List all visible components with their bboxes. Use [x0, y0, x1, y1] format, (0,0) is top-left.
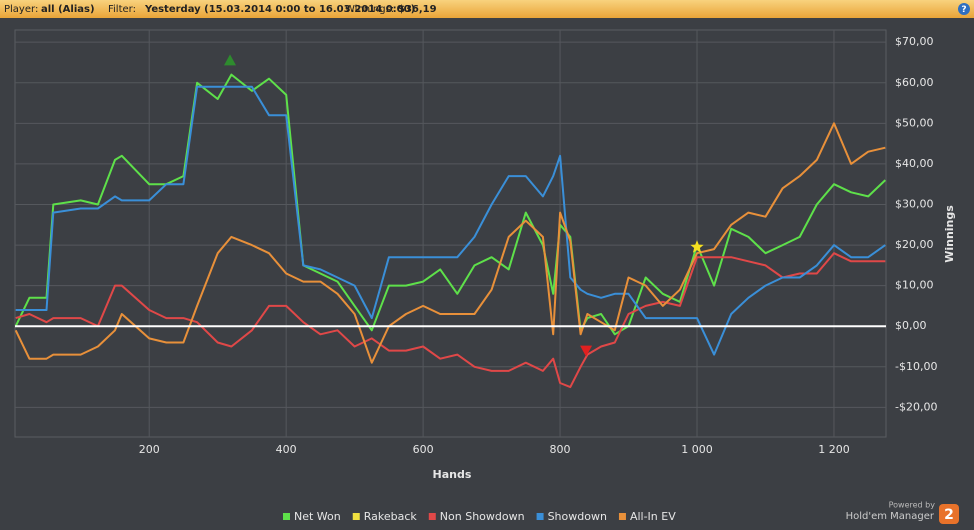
y-axis-title: Winnings — [943, 205, 956, 263]
lines — [14, 54, 886, 389]
brand-version: 2 — [944, 507, 954, 523]
legend-swatch — [536, 513, 544, 520]
y-tick-label: $70,00 — [895, 35, 934, 48]
y-tick-label: -$20,00 — [895, 400, 937, 413]
y-tick-label: $60,00 — [895, 76, 934, 89]
x-tick-label: 600 — [413, 443, 434, 456]
x-axis-title: Hands — [433, 468, 472, 481]
y-tick-label: $30,00 — [895, 197, 934, 210]
y-tick-label: $40,00 — [895, 157, 934, 170]
legend-swatch — [428, 513, 436, 520]
y-tick-label: -$10,00 — [895, 360, 937, 373]
y-tick-label: $0,00 — [895, 319, 927, 332]
legend-label: Net Won — [294, 510, 341, 523]
powered-by: Powered by — [889, 501, 936, 510]
legend-label: Showdown — [548, 510, 607, 523]
filter: Yesterday (15.03.2014 0:00 to 16.03.2014… — [144, 4, 415, 15]
marker — [690, 240, 704, 253]
x-tick-label: 1 200 — [818, 443, 850, 456]
winnings-label: Winnings: — [345, 4, 394, 15]
winnings: $36,19 — [398, 4, 437, 15]
y-tick-label: $50,00 — [895, 116, 934, 129]
x-tick-label: 400 — [276, 443, 297, 456]
brand-logo — [939, 504, 959, 524]
legend-swatch — [618, 513, 626, 520]
series-line — [14, 122, 886, 364]
help-button[interactable] — [958, 3, 970, 15]
legend-label: Non Showdown — [440, 510, 525, 523]
x-tick-label: 1 000 — [681, 443, 713, 456]
player: all (Alias) — [41, 4, 95, 15]
x-tick-label: 800 — [550, 443, 571, 456]
x-tick-label: 200 — [139, 443, 160, 456]
marker — [224, 54, 237, 66]
legend-swatch — [352, 513, 360, 520]
filter-label: Filter: — [108, 4, 136, 15]
player-label: Player: — [4, 4, 38, 15]
legend-label: All-In EV — [630, 510, 676, 523]
plot-area — [14, 29, 887, 438]
help-icon: ? — [961, 5, 966, 15]
brand: Hold'em Manager — [846, 511, 935, 522]
legend-label: Rakeback — [364, 510, 418, 523]
marker — [580, 345, 593, 357]
legend-swatch — [283, 513, 290, 520]
header-bar — [0, 0, 974, 18]
series-line — [15, 85, 886, 356]
series-line — [15, 252, 886, 389]
y-tick-label: $20,00 — [895, 238, 934, 251]
y-tick-label: $10,00 — [895, 279, 934, 292]
legend: Net Won Rakeback Non Showdown Showdown All-I… — [283, 510, 676, 523]
